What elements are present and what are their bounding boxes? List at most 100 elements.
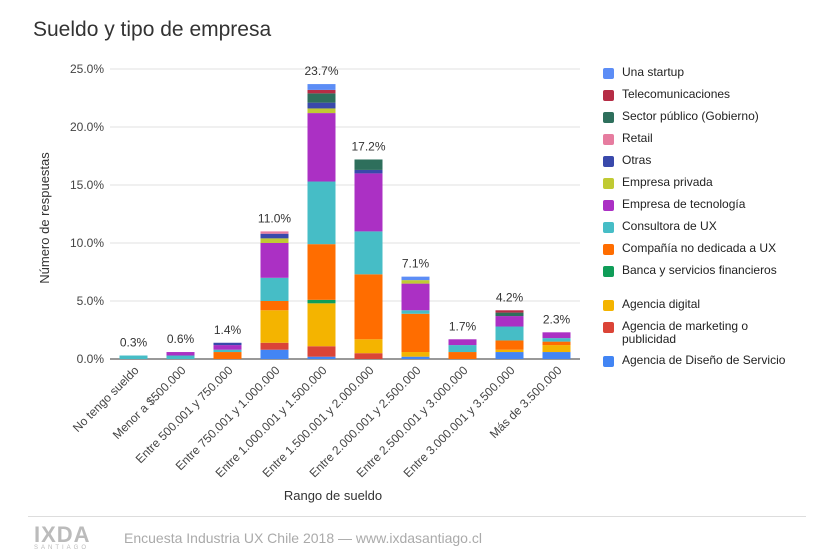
bars [119,84,571,359]
legend-swatch [603,68,614,79]
bar-segment [307,346,336,357]
legend-label: Agencia de Diseño de Servicio [622,353,786,367]
legend-item: Empresa de tecnología [603,198,803,220]
legend-swatch [603,90,614,101]
bar-segment [307,89,336,94]
legend-label: Banca y servicios financieros [622,263,777,277]
bar-segment [260,342,289,350]
legend-swatch [603,178,614,189]
total-label: 1.4% [214,323,242,337]
legend-swatch [603,156,614,167]
bar-segment [307,108,336,114]
bar-segment [354,353,383,359]
bar-segment [448,352,477,359]
bar-segment [119,355,148,359]
bar-segment [354,159,383,170]
total-label: 0.3% [120,336,148,350]
bar-segment [354,274,383,340]
bar-segment [260,310,289,343]
bar-segment [401,310,430,314]
x-axis-label: Rango de sueldo [284,488,382,503]
y-tick-label: 10.0% [70,236,104,250]
legend-item: Consultora de UX [603,220,803,242]
legend-label: Otras [622,153,652,167]
bar-segment [495,352,524,359]
bar-segment [354,173,383,232]
y-tick-label: 5.0% [77,294,105,308]
bar-segment [401,280,430,284]
total-label: 11.0% [258,211,291,225]
bar-segment [307,181,336,245]
legend-item: Una startup [603,66,803,88]
bar-segment [542,332,571,339]
legend-item: Empresa privada [603,176,803,198]
legend-item: Agencia digital [603,298,803,320]
bar-segment [354,231,383,275]
total-label: 17.2% [351,139,385,153]
bar-segment [542,345,571,353]
bar-segment [495,316,524,327]
legend-label: Sector público (Gobierno) [622,109,759,123]
total-label: 23.7% [304,64,338,78]
legend-item: Compañía no dedicada a UX [603,242,803,264]
bar-segment [260,243,289,278]
total-label: 1.7% [449,319,477,333]
bar-segment [495,310,524,313]
stacked-bar-chart: 0.0% 5.0% 10.0% 15.0% 20.0% 25.0% 0.3% 0.6% 1.4… [37,62,580,503]
legend-swatch [603,134,614,145]
bar-segment [542,338,571,342]
bar-segment [495,340,524,350]
legend-label: Retail [622,131,653,145]
legend-swatch [603,222,614,233]
y-axis-label: Número de respuestas [37,152,52,284]
y-tick-label: 0.0% [77,352,105,366]
bar-segment [260,238,289,243]
bar-segment [260,231,289,234]
bar-segment [401,276,430,281]
bar-segment [213,352,242,359]
legend-label: Empresa de tecnología [622,197,746,211]
bar-segment [542,341,571,346]
bar-segment [401,313,430,353]
legend-item: Banca y servicios financieros [603,264,803,298]
legend-swatch [603,266,614,277]
ixda-logo-subtitle: SANTIAGO [34,545,90,551]
bar-segment [307,93,336,103]
legend-label: Agencia de marketing o publicidad [622,319,749,346]
legend-label: Consultora de UX [622,219,717,233]
bar-segment [448,339,477,346]
bar-segment [307,303,336,347]
bar-segment [448,345,477,353]
legend-item: Agencia de marketing o publicidad [603,320,803,354]
bar-segment [354,169,383,174]
ixda-logo: IXDA [34,522,91,547]
legend-swatch [603,244,614,255]
total-label: 0.6% [167,332,195,346]
bar-segment [213,342,242,346]
bar-segment [307,102,336,109]
total-label: 7.1% [402,257,430,271]
footer-text: Encuesta Industria UX Chile 2018 — www.i… [124,530,482,546]
bar-segment [166,352,195,356]
legend-label: Una startup [622,65,685,79]
legend-label: Compañía no dedicada a UX [622,241,777,255]
bar-segment [401,352,430,357]
bar-segment [495,349,524,353]
bar-segment [213,349,242,353]
bar-segment [307,299,336,304]
legend-swatch [603,200,614,211]
total-labels: 0.3% 0.6% 1.4% 11.0% 23.7% 17.2% 7.1% 1.7% 4.2% 2… [120,64,571,349]
legend-swatch [603,322,614,333]
legend-item: Telecomunicaciones [603,88,803,110]
legend-item: Retail [603,132,803,154]
bar-segment [166,355,195,359]
legend-item: Otras [603,154,803,176]
y-tick-label: 15.0% [70,178,104,192]
bar-segment [307,84,336,90]
legend-swatch [603,300,614,311]
total-label: 2.3% [543,312,571,326]
y-tick-label: 20.0% [70,120,104,134]
bar-segment [354,339,383,354]
legend-item: Agencia de Diseño de Servicio [603,354,803,388]
